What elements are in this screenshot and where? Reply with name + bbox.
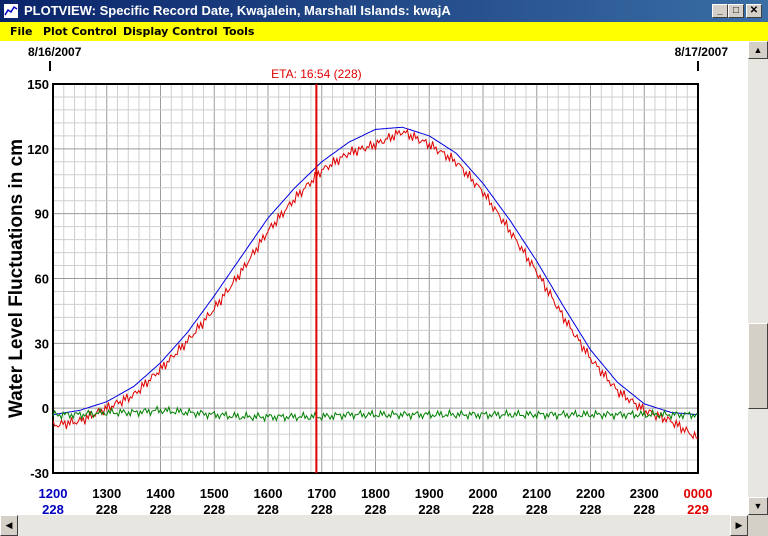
grid bbox=[52, 83, 699, 474]
x-tick-day-label: 228 bbox=[150, 502, 172, 515]
x-tick-day-label: 228 bbox=[418, 502, 440, 515]
x-tick-time-label: 2300 bbox=[630, 486, 659, 501]
series-lines bbox=[52, 126, 699, 440]
menu-display-control[interactable]: Display Control bbox=[123, 25, 218, 38]
window-title: PLOTVIEW: Specific Record Date, Kwajalei… bbox=[24, 3, 451, 18]
y-tick-label: -30 bbox=[30, 466, 49, 481]
x-tick-day-label: 228 bbox=[633, 502, 655, 515]
x-tick-day-label: 228 bbox=[203, 502, 225, 515]
series-line-predicted bbox=[52, 126, 699, 416]
x-tick-time-label: 2100 bbox=[522, 486, 551, 501]
maximize-button[interactable]: □ bbox=[728, 4, 744, 18]
y-tick-label: 0 bbox=[42, 401, 49, 416]
x-tick-day-label: 229 bbox=[687, 502, 709, 515]
vertical-scrollbar[interactable]: ▲ ▼ bbox=[748, 41, 768, 515]
y-tick-labels: 150 120 90 60 30 0 -30 bbox=[27, 77, 49, 481]
y-tick-label: 90 bbox=[35, 207, 49, 222]
y-tick-label: 150 bbox=[27, 77, 49, 92]
x-tick-labels: 1200228130022814002281500228160022817002… bbox=[39, 486, 713, 515]
plot-frame bbox=[52, 83, 699, 474]
y-axis-label: Water Level Fluctuations in cm bbox=[6, 139, 27, 418]
x-tick-time-label: 1600 bbox=[254, 486, 283, 501]
scroll-right-button[interactable]: ▶ bbox=[730, 515, 748, 536]
x-tick-day-label: 228 bbox=[472, 502, 494, 515]
menu-plot-control[interactable]: Plot Control bbox=[43, 25, 117, 38]
scrollbar-corner bbox=[748, 515, 768, 536]
title-bar: PLOTVIEW: Specific Record Date, Kwajalei… bbox=[0, 0, 768, 22]
down-arrow-icon: ▼ bbox=[753, 501, 763, 511]
menu-bar: File Plot Control Display Control Tools bbox=[0, 22, 768, 41]
scroll-left-button[interactable]: ◀ bbox=[0, 515, 18, 536]
x-tick-time-label: 2200 bbox=[576, 486, 605, 501]
menu-tools[interactable]: Tools bbox=[223, 25, 255, 38]
x-tick-day-label: 228 bbox=[42, 502, 64, 515]
scroll-down-button[interactable]: ▼ bbox=[748, 497, 768, 515]
eta-label: ETA: 16:54 (228) bbox=[271, 67, 362, 81]
x-tick-time-label: 1300 bbox=[92, 486, 121, 501]
date-start-label: 8/16/2007 bbox=[28, 45, 82, 59]
menu-file[interactable]: File bbox=[10, 25, 33, 38]
x-tick-time-label: 2000 bbox=[469, 486, 498, 501]
app-icon bbox=[4, 4, 18, 18]
right-arrow-icon: ▶ bbox=[735, 520, 743, 530]
x-tick-time-label: 1700 bbox=[307, 486, 336, 501]
x-tick-time-label: 1200 bbox=[39, 486, 68, 501]
series-line-observed bbox=[52, 128, 699, 440]
y-tick-label: 30 bbox=[35, 336, 49, 351]
x-tick-time-label: 1800 bbox=[361, 486, 390, 501]
x-tick-time-label: 1400 bbox=[146, 486, 175, 501]
x-tick-time-label: 1500 bbox=[200, 486, 229, 501]
up-arrow-icon: ▲ bbox=[753, 45, 763, 55]
x-tick-day-label: 228 bbox=[580, 502, 602, 515]
maximize-icon: □ bbox=[732, 5, 740, 16]
x-tick-day-label: 228 bbox=[526, 502, 548, 515]
series-line-residual bbox=[52, 405, 699, 423]
close-icon: ✕ bbox=[749, 5, 759, 16]
vertical-scroll-thumb[interactable] bbox=[748, 323, 768, 409]
horizontal-scrollbar[interactable]: ◀ ▶ bbox=[0, 515, 748, 536]
date-end-label: 8/17/2007 bbox=[675, 45, 729, 59]
x-tick-time-label: 0000 bbox=[684, 486, 713, 501]
minimize-button[interactable]: _ bbox=[712, 4, 728, 18]
x-tick-day-label: 228 bbox=[257, 502, 279, 515]
left-arrow-icon: ◀ bbox=[5, 520, 13, 530]
x-tick-day-label: 228 bbox=[311, 502, 333, 515]
x-tick-day-label: 228 bbox=[365, 502, 387, 515]
x-tick-day-label: 228 bbox=[96, 502, 118, 515]
minimize-icon: _ bbox=[717, 5, 723, 16]
close-button[interactable]: ✕ bbox=[746, 4, 762, 18]
y-tick-label: 60 bbox=[35, 272, 49, 287]
x-tick-time-label: 1900 bbox=[415, 486, 444, 501]
scroll-up-button[interactable]: ▲ bbox=[748, 41, 768, 59]
y-tick-label: 120 bbox=[27, 142, 49, 157]
